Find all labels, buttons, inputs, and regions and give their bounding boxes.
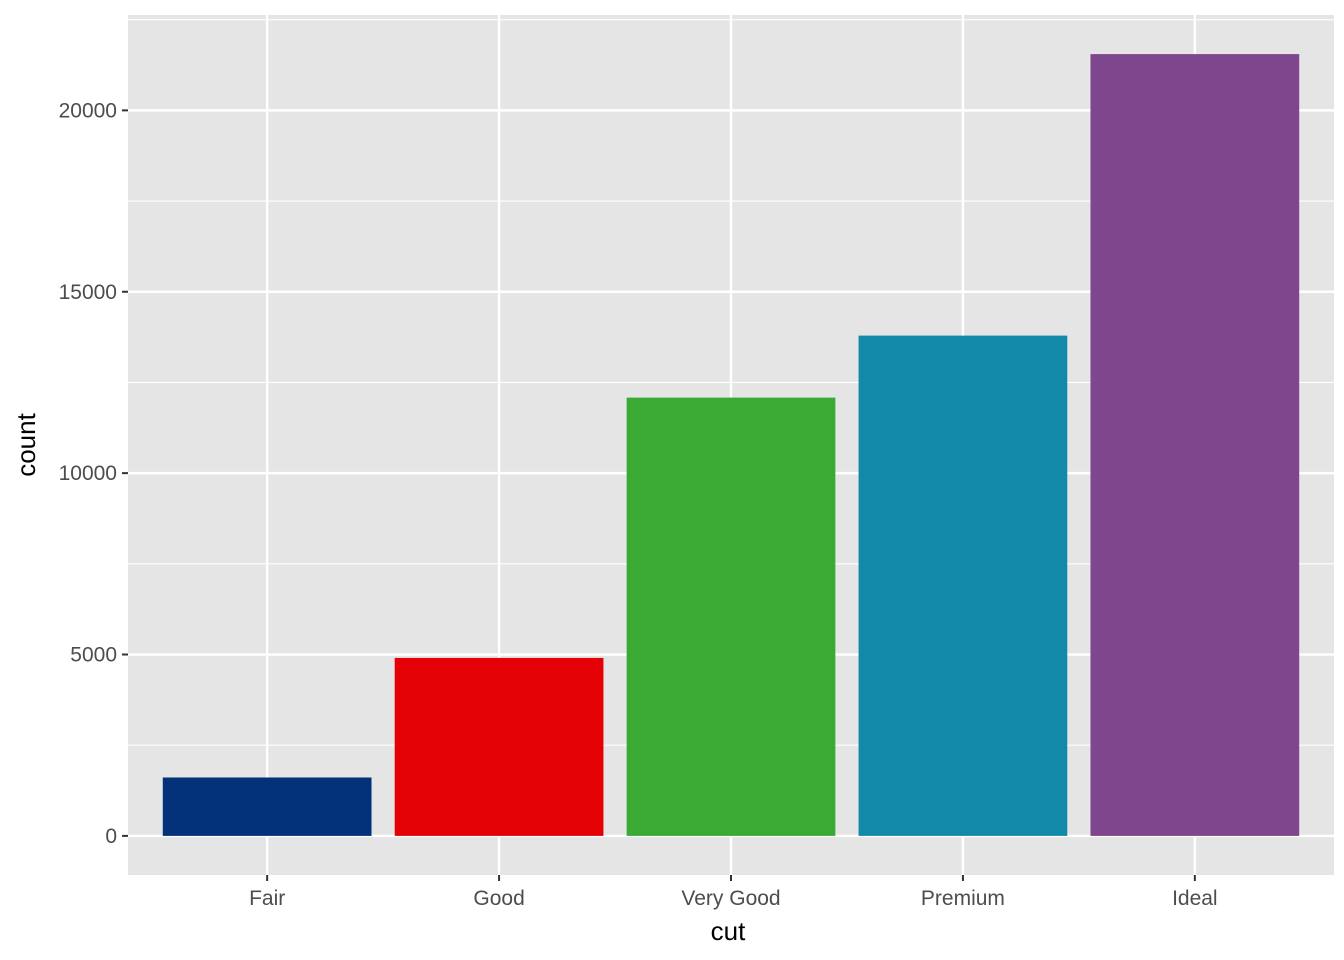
x-tick-label: Fair xyxy=(249,887,285,910)
y-tick-label: 15000 xyxy=(59,281,117,304)
y-tick-label: 5000 xyxy=(70,644,117,667)
x-tick-label: Good xyxy=(473,887,524,910)
bar-fair xyxy=(162,777,372,836)
x-tick-label: Ideal xyxy=(1172,887,1218,910)
x-axis-title: cut xyxy=(711,916,746,946)
y-tick-label: 10000 xyxy=(59,462,117,485)
bar-ideal xyxy=(1090,54,1300,836)
bars xyxy=(162,54,1300,836)
x-axis: Fair Good Very Good Premium Ideal xyxy=(249,875,1218,910)
x-tick-label: Very Good xyxy=(681,887,780,910)
y-axis-title: count xyxy=(11,412,41,476)
y-axis: 0 5000 10000 15000 20000 xyxy=(59,99,128,848)
bar-good xyxy=(394,657,604,836)
bar-premium xyxy=(858,335,1068,836)
bar-very-good xyxy=(626,397,836,836)
y-tick-label: 0 xyxy=(105,825,117,848)
y-tick-label: 20000 xyxy=(59,99,117,122)
x-tick-label: Premium xyxy=(921,887,1005,910)
